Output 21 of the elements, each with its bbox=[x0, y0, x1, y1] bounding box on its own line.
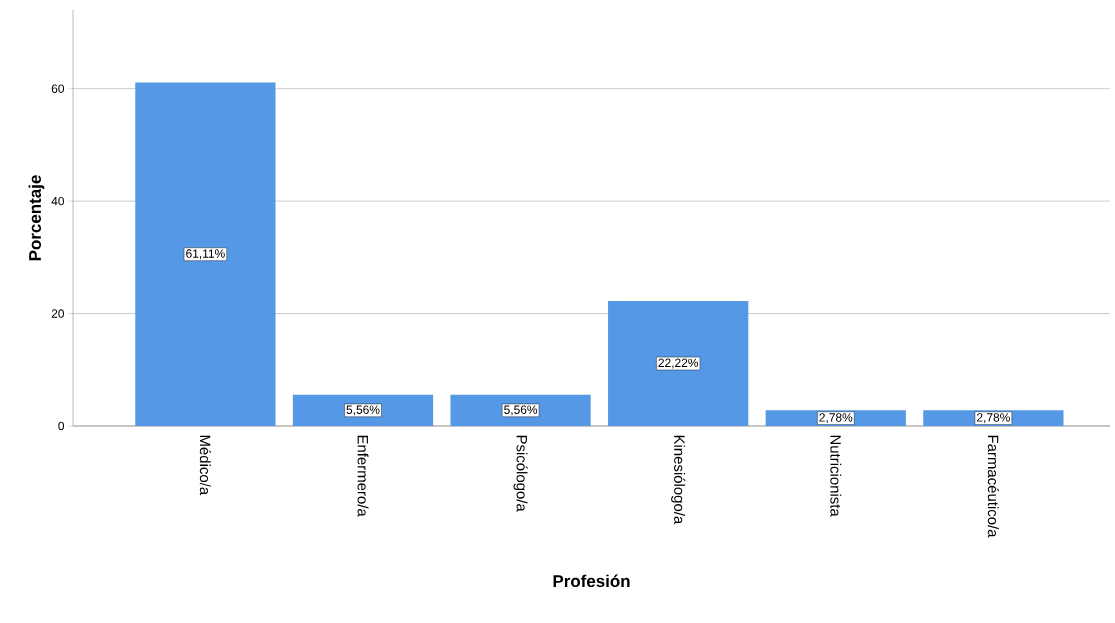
y-tick-label: 20 bbox=[51, 309, 65, 318]
x-tick-label: Médico/a bbox=[199, 435, 211, 496]
y-tick-label: 40 bbox=[51, 196, 65, 206]
x-tick-label: Psicólogo/a bbox=[513, 435, 528, 512]
data-label: 22,22% bbox=[658, 358, 699, 369]
y-tick-label: 60 bbox=[51, 84, 65, 93]
data-label: 2,78% bbox=[977, 413, 1010, 424]
x-axis-title: Profesión bbox=[553, 574, 630, 588]
x-tick-label: Nutricionista bbox=[830, 435, 842, 517]
x-tick-label: Enfermero/a bbox=[357, 435, 369, 517]
data-label: 5,56% bbox=[346, 405, 380, 416]
x-tick-label: Kinesiólogo/a bbox=[671, 435, 686, 525]
data-label: 61,11% bbox=[186, 249, 225, 260]
y-axis-title: Porcentaje bbox=[28, 175, 45, 261]
x-tick-label: Farmacéutico/a bbox=[987, 435, 999, 538]
data-label: 5,56% bbox=[504, 405, 538, 416]
bar bbox=[292, 394, 434, 426]
y-tick-label: 0 bbox=[58, 421, 65, 431]
bar bbox=[608, 301, 749, 426]
data-label: 2,78% bbox=[819, 413, 853, 424]
bar bbox=[135, 82, 276, 426]
